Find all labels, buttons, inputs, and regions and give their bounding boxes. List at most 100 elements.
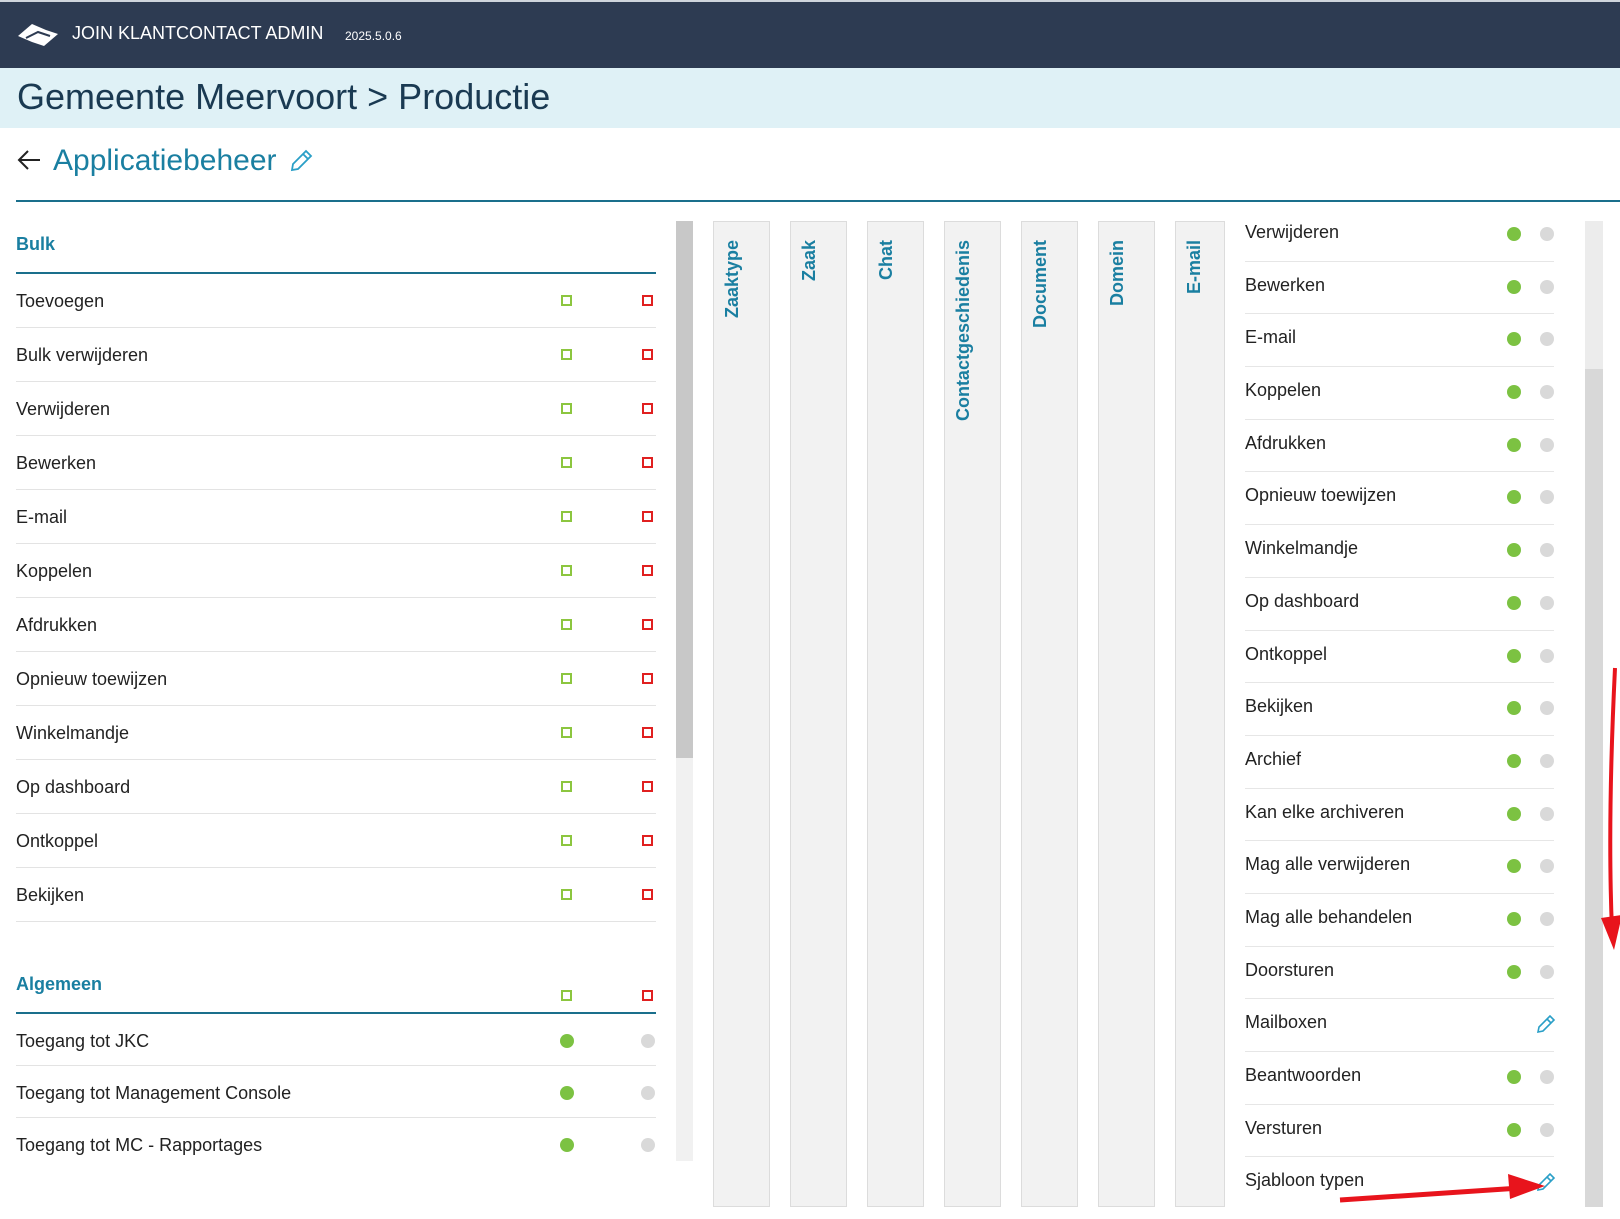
deny-checkbox[interactable] [642, 781, 653, 792]
deny-checkbox[interactable] [642, 511, 653, 522]
deny-radio[interactable] [641, 1138, 655, 1152]
allow-checkbox[interactable] [561, 889, 572, 900]
permission-label: Bulk verwijderen [16, 345, 149, 365]
arrow-left-icon[interactable] [16, 146, 44, 174]
permission-row: Koppelen [1225, 367, 1570, 420]
allow-radio[interactable] [1507, 859, 1521, 874]
allow-radio[interactable] [1507, 701, 1521, 716]
permission-row: Mag alle verwijderen [1225, 841, 1570, 894]
allow-checkbox[interactable] [561, 673, 572, 684]
allow-radio[interactable] [1507, 279, 1521, 294]
tab-domein[interactable]: Domein [1098, 221, 1155, 1207]
deny-radio[interactable] [1540, 332, 1554, 347]
deny-radio[interactable] [1540, 543, 1554, 558]
allow-radio[interactable] [1507, 227, 1521, 241]
allow-checkbox[interactable] [561, 619, 572, 630]
tab-contactgeschiedenis[interactable]: Contactgeschiedenis [944, 221, 1001, 1207]
deny-checkbox[interactable] [642, 457, 653, 468]
tab-label: E-mail [1184, 240, 1204, 295]
tab-label: Zaak [799, 240, 819, 282]
deny-checkbox[interactable] [642, 295, 653, 306]
left-scrollbar-thumb[interactable] [676, 221, 693, 758]
deny-radio[interactable] [1540, 1070, 1554, 1084]
deny-checkbox[interactable] [642, 889, 653, 900]
allow-radio[interactable] [560, 1034, 574, 1048]
allow-checkbox[interactable] [561, 295, 572, 306]
deny-radio[interactable] [1540, 595, 1554, 610]
pencil-icon[interactable] [1535, 1171, 1557, 1193]
deny-radio[interactable] [1540, 753, 1554, 768]
permission-row: Op dashboard [16, 760, 656, 814]
deny-radio[interactable] [641, 1086, 655, 1100]
allow-checkbox[interactable] [561, 511, 572, 522]
deny-radio[interactable] [1540, 859, 1554, 874]
allow-radio[interactable] [560, 1138, 574, 1152]
allow-radio[interactable] [1507, 1070, 1521, 1084]
deny-checkbox[interactable] [642, 673, 653, 684]
pencil-icon[interactable] [1535, 1013, 1557, 1035]
deny-radio[interactable] [1540, 806, 1554, 821]
allow-checkbox[interactable] [561, 835, 572, 846]
permission-label: Afdrukken [1245, 432, 1327, 453]
deny-checkbox[interactable] [642, 349, 653, 360]
permission-row: Bekijken [1225, 683, 1570, 736]
allow-radio[interactable] [560, 1086, 574, 1100]
left-scrollbar[interactable] [676, 221, 693, 1161]
allow-radio[interactable] [1507, 806, 1521, 821]
deny-radio[interactable] [1540, 437, 1554, 452]
row-divider [1245, 787, 1554, 789]
allow-radio[interactable] [1507, 437, 1521, 452]
join-logo-icon[interactable] [16, 20, 60, 48]
deny-checkbox[interactable] [642, 565, 653, 576]
deny-radio[interactable] [1540, 385, 1554, 400]
permission-label: Toegang tot Management Console [16, 1083, 292, 1103]
permission-row: Op dashboard [1225, 578, 1570, 631]
tab-zaak[interactable]: Zaak [790, 221, 847, 1207]
right-scrollbar-thumb[interactable] [1585, 221, 1603, 369]
deny-checkbox[interactable] [642, 403, 653, 414]
allow-checkbox[interactable] [561, 565, 572, 576]
deny-radio[interactable] [1540, 911, 1554, 926]
allow-checkbox[interactable] [561, 403, 572, 414]
deny-checkbox[interactable] [642, 835, 653, 846]
section-bulk: Bulk [16, 212, 656, 274]
deny-radio[interactable] [1540, 279, 1554, 294]
allow-radio[interactable] [1507, 385, 1521, 400]
allow-checkbox[interactable] [561, 781, 572, 792]
permission-row: Bulk verwijderen [16, 328, 656, 382]
deny-radio[interactable] [641, 1034, 655, 1048]
pencil-icon[interactable] [288, 148, 314, 174]
email-permissions-panel: Verwijderen Bewerken E-mail Koppelen Afdrukk… [1224, 221, 1570, 1207]
tab-document[interactable]: Document [1021, 221, 1078, 1207]
right-scrollbar[interactable] [1585, 221, 1603, 1207]
deny-checkbox[interactable] [642, 619, 653, 630]
allow-radio[interactable] [1507, 595, 1521, 610]
tab-zaaktype[interactable]: Zaaktype [713, 221, 770, 1207]
permission-row: Toegang tot Management Console [16, 1066, 656, 1118]
deny-radio[interactable] [1540, 227, 1554, 241]
allow-radio[interactable] [1507, 490, 1521, 505]
allow-checkbox[interactable] [561, 727, 572, 738]
allow-radio[interactable] [1507, 648, 1521, 663]
allow-checkbox[interactable] [561, 457, 572, 468]
allow-radio[interactable] [1507, 1122, 1521, 1137]
deny-radio[interactable] [1540, 964, 1554, 979]
allow-checkbox[interactable] [561, 349, 572, 360]
tab-chat[interactable]: Chat [867, 221, 924, 1207]
tab-email[interactable]: E-mail [1175, 221, 1232, 1207]
deny-all-checkbox[interactable] [642, 990, 653, 1001]
tab-label: Zaaktype [722, 240, 742, 319]
deny-radio[interactable] [1540, 1122, 1554, 1137]
allow-radio[interactable] [1507, 753, 1521, 768]
allow-radio[interactable] [1507, 911, 1521, 926]
allow-radio[interactable] [1507, 964, 1521, 979]
deny-checkbox[interactable] [642, 727, 653, 738]
allow-all-checkbox[interactable] [561, 990, 572, 1001]
allow-radio[interactable] [1507, 543, 1521, 558]
permission-label: Winkelmandje [16, 723, 130, 743]
allow-radio[interactable] [1507, 332, 1521, 347]
deny-radio[interactable] [1540, 648, 1554, 663]
permission-label: Beantwoorden [1245, 1065, 1362, 1085]
deny-radio[interactable] [1540, 701, 1554, 716]
deny-radio[interactable] [1540, 490, 1554, 505]
